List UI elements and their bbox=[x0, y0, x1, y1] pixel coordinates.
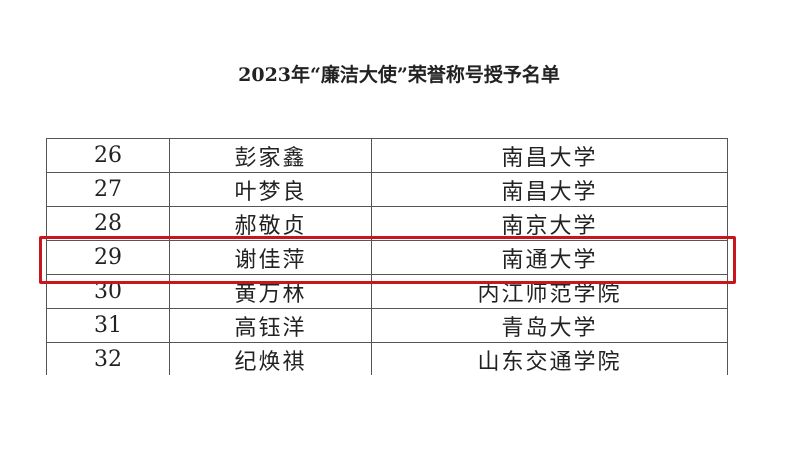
document-title: 2023年“廉洁大使”荣誉称号授予名单 bbox=[238, 64, 560, 86]
number-cell: 32 bbox=[46, 343, 169, 375]
name-cell: 叶梦良 bbox=[169, 173, 371, 206]
number-cell: 27 bbox=[46, 173, 169, 206]
table-row: 31 高钰洋 青岛大学 bbox=[46, 309, 728, 343]
school-cell: 南京大学 bbox=[371, 207, 728, 240]
school-cell: 山东交通学院 bbox=[371, 343, 728, 375]
school-cell: 内江师范学院 bbox=[371, 275, 728, 308]
school-cell: 南昌大学 bbox=[371, 139, 728, 172]
name-cell: 谢佳萍 bbox=[169, 241, 371, 274]
name-cell: 彭家鑫 bbox=[169, 139, 371, 172]
highlight-box bbox=[39, 236, 736, 284]
table-row: 32 纪焕祺 山东交通学院 bbox=[46, 343, 728, 375]
name-cell: 高钰洋 bbox=[169, 309, 371, 342]
number-cell: 29 bbox=[46, 241, 169, 274]
number-cell: 26 bbox=[46, 139, 169, 172]
name-cell: 纪焕祺 bbox=[169, 343, 371, 375]
school-cell: 南昌大学 bbox=[371, 173, 728, 206]
table-row: 26 彭家鑫 南昌大学 bbox=[46, 139, 728, 173]
number-cell: 28 bbox=[46, 207, 169, 240]
school-cell: 南通大学 bbox=[371, 241, 728, 274]
name-cell: 郝敬贞 bbox=[169, 207, 371, 240]
school-cell: 青岛大学 bbox=[371, 309, 728, 342]
name-cell: 黄万林 bbox=[169, 275, 371, 308]
honor-list-table: 26 彭家鑫 南昌大学 27 叶梦良 南昌大学 28 郝敬贞 南京大学 29 谢佳萍 南通大学 30 黄万… bbox=[46, 138, 728, 375]
number-cell: 31 bbox=[46, 309, 169, 342]
table-row: 27 叶梦良 南昌大学 bbox=[46, 173, 728, 207]
table-row: 28 郝敬贞 南京大学 bbox=[46, 207, 728, 241]
table-row: 29 谢佳萍 南通大学 bbox=[46, 241, 728, 275]
